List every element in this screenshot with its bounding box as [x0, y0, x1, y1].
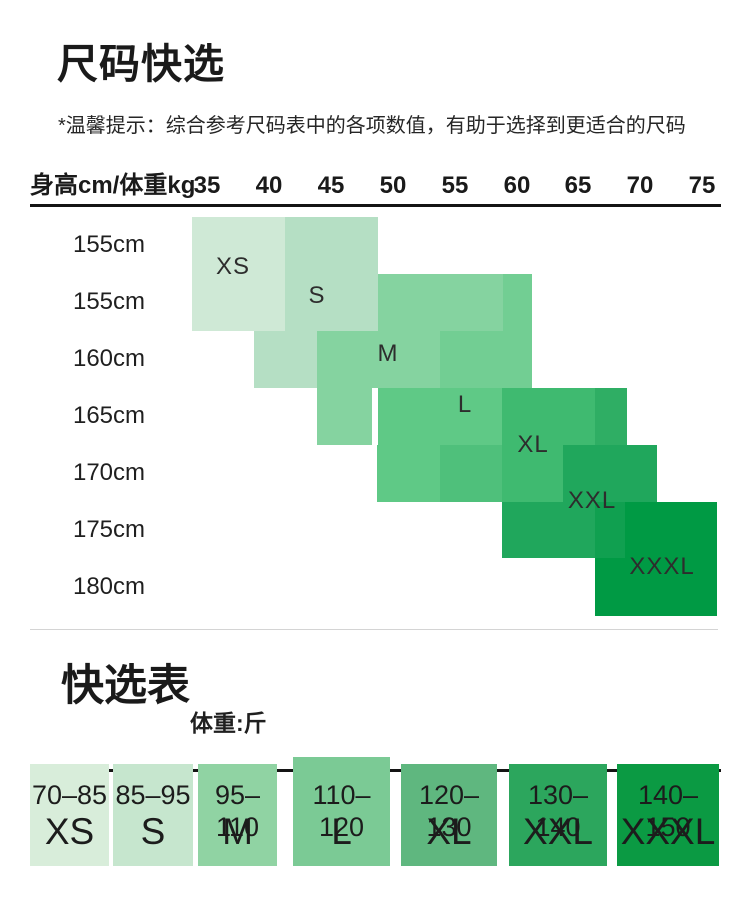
height-row-label: 175cm: [72, 516, 146, 543]
weight-tick: 35: [193, 172, 221, 199]
quick-block-range: 140–150: [637, 780, 699, 842]
size-region: [502, 445, 563, 502]
size-region: [377, 445, 440, 502]
page-title: 尺码快选: [57, 41, 225, 87]
size-region: [440, 331, 503, 388]
quick-table-title: 快选表: [61, 662, 190, 710]
height-row-label: 155cm: [72, 231, 146, 258]
quick-block-size: XXL: [523, 811, 593, 852]
size-region: [254, 331, 317, 388]
quick-block: [198, 764, 277, 866]
weight-tick: 60: [503, 172, 531, 199]
weight-tick: 70: [626, 172, 654, 199]
weight-tick: 55: [441, 172, 469, 199]
size-region: [595, 502, 625, 558]
size-region-label: XL: [517, 431, 549, 458]
height-row-label: 180cm: [72, 573, 146, 600]
size-region: [595, 388, 627, 445]
quick-block: [30, 764, 109, 866]
size-region: [378, 274, 503, 331]
quick-block-range: 95–110: [214, 780, 261, 842]
size-region-label: XXXL: [629, 553, 695, 580]
size-region-label: S: [308, 282, 326, 309]
quick-block-size: XS: [44, 811, 95, 852]
weight-tick: 50: [379, 172, 407, 199]
size-region: [192, 217, 285, 331]
height-row-label: 170cm: [72, 459, 146, 486]
tip-text: *温馨提示：综合参考尺码表中的各项数值，有助于选择到更适合的尺码: [58, 115, 686, 137]
quick-block: [617, 764, 719, 866]
size-region-label: XS: [215, 253, 251, 280]
quick-block-range: 120–130: [418, 780, 480, 842]
size-region: [378, 388, 503, 445]
size-region: [502, 388, 595, 445]
quick-block-range: 85–95: [115, 780, 191, 810]
height-row-label: 155cm: [72, 288, 146, 315]
axis-label: 身高cm/体重kg: [30, 172, 196, 199]
size-region: [563, 445, 657, 502]
quick-block-size: XXXL: [620, 811, 716, 852]
quick-block-range: 70–85: [31, 780, 108, 810]
quick-block-size: XL: [426, 811, 472, 852]
size-region: [503, 274, 532, 388]
height-row-label: 165cm: [72, 402, 146, 429]
quick-block-range: 130–140: [527, 780, 589, 842]
quick-block-size: M: [222, 811, 253, 852]
size-region-label: XXL: [567, 487, 617, 514]
quick-block: [113, 764, 193, 866]
size-region-label: M: [377, 340, 399, 367]
weight-tick: 75: [688, 172, 716, 199]
size-region: [317, 388, 372, 445]
size-region: [317, 331, 440, 388]
quick-block: [293, 757, 390, 866]
size-region: [285, 217, 378, 331]
weight-tick: 65: [564, 172, 592, 199]
quick-block-range: 110–120: [312, 780, 371, 842]
quick-block-size: L: [331, 811, 352, 852]
size-region: [595, 558, 717, 616]
unit-label: 体重:斤: [190, 710, 267, 736]
divider-top: [30, 204, 721, 207]
size-region: [502, 502, 595, 558]
height-row-label: 160cm: [72, 345, 146, 372]
quick-block: [509, 764, 607, 866]
quick-block-size: S: [140, 811, 166, 852]
divider-thin: [30, 629, 718, 630]
weight-tick: 40: [255, 172, 283, 199]
size-region-label: L: [457, 391, 473, 418]
size-region: [440, 445, 502, 502]
weight-tick: 45: [317, 172, 345, 199]
quick-block: [401, 764, 497, 866]
size-region: [625, 502, 717, 558]
